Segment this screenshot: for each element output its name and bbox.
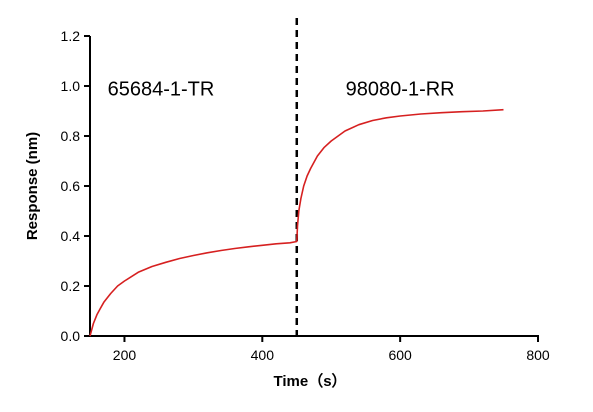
y-tick-label: 1.2 bbox=[61, 28, 81, 44]
x-tick-label: 400 bbox=[251, 347, 275, 363]
x-axis-title: Time（s） bbox=[273, 372, 346, 390]
y-tick-label: 0.2 bbox=[61, 278, 81, 294]
labels-group: 65684-1-TR 98080-1-RR bbox=[108, 79, 455, 101]
y-tick-label: 1.0 bbox=[61, 78, 81, 94]
x-tick-label: 200 bbox=[113, 347, 137, 363]
y-axis-title: Response (nm) bbox=[24, 132, 41, 240]
y-tick-label: 0.4 bbox=[61, 228, 81, 244]
region-label: 98080-1-RR bbox=[346, 79, 455, 101]
series-line bbox=[89, 108, 504, 337]
x-tick-label: 600 bbox=[388, 347, 412, 363]
region-label: 65684-1-TR bbox=[108, 79, 215, 101]
y-tick-label: 0.8 bbox=[61, 128, 81, 144]
x-tick-label: 800 bbox=[526, 347, 550, 363]
y-tick-label: 0.6 bbox=[61, 178, 81, 194]
series-group bbox=[89, 108, 504, 337]
y-tick-label: 0.0 bbox=[61, 328, 81, 344]
ticks: 0.0 0.2 0.4 0.6 0.8 1.0 1.2 200 400 600 800 bbox=[61, 28, 550, 363]
